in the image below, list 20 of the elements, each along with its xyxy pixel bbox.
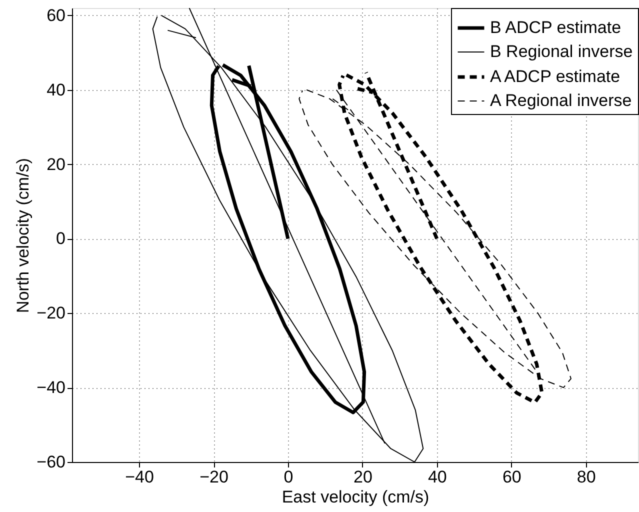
y-axis-title: North velocity (cm/s): [14, 158, 33, 313]
x-tick-label: −20: [200, 468, 228, 486]
y-tick-label: 60: [46, 6, 66, 25]
y-tick-label: 0: [56, 229, 66, 248]
x-axis-title: East velocity (cm/s): [282, 488, 430, 506]
y-tick-label: −20: [36, 304, 66, 323]
legend-label: A Regional inverse: [490, 91, 632, 110]
x-tick-label: 60: [502, 468, 522, 486]
x-tick-label: 80: [576, 468, 596, 486]
x-tick-label: 20: [353, 468, 372, 486]
x-tick-label: 0: [284, 468, 294, 486]
legend-label: B ADCP estimate: [490, 18, 622, 37]
y-tick-label: 20: [46, 154, 66, 174]
x-tick-label: 40: [428, 468, 447, 486]
y-tick-label: 40: [46, 80, 66, 100]
x-tick-label: −40: [125, 468, 154, 486]
y-tick-label: −60: [36, 452, 66, 472]
y-tick-label: −40: [36, 378, 66, 398]
legend-label: B Regional inverse: [490, 42, 633, 61]
legend-label: A ADCP estimate: [490, 67, 620, 86]
